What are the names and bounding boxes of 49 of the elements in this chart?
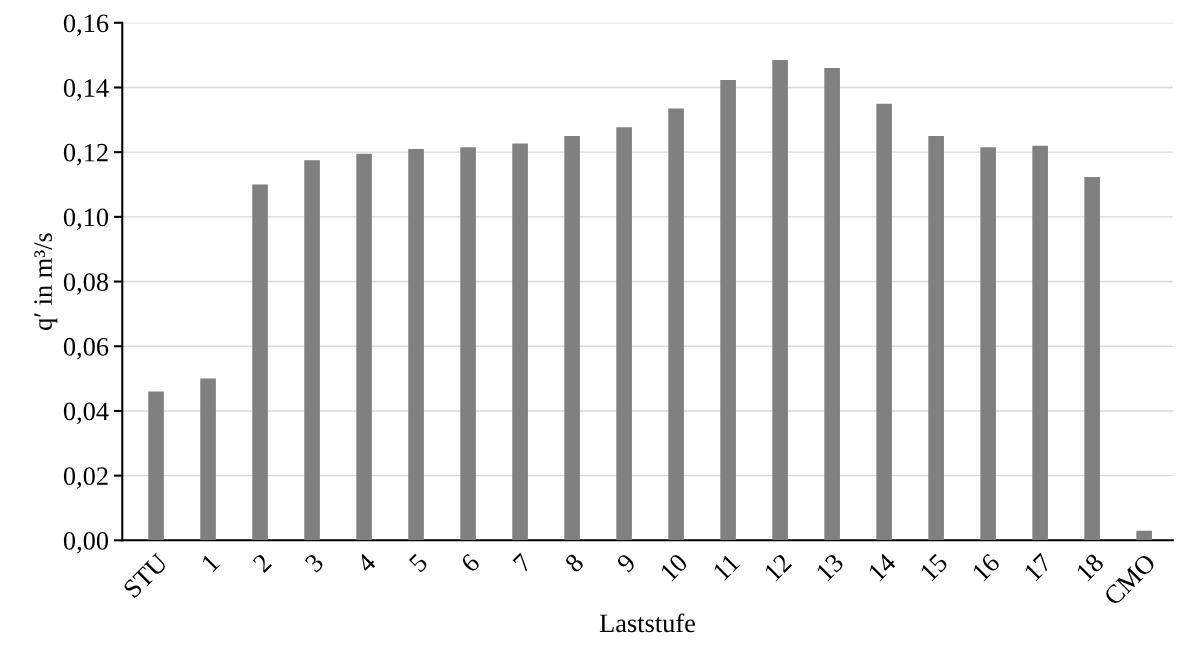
x-tick-label: 6 [460, 552, 481, 574]
bar [356, 153, 372, 541]
y-tick-label: 0,04 [63, 402, 109, 425]
bar [876, 103, 892, 541]
bar [460, 147, 476, 541]
bar [928, 136, 944, 541]
bar [720, 80, 736, 541]
x-tick-label: 1 [201, 553, 220, 573]
bar [564, 136, 580, 541]
x-tick-label: 12 [763, 553, 793, 582]
bar [408, 148, 424, 541]
y-tick-label: 0,16 [63, 14, 109, 36]
bar [1032, 145, 1048, 541]
x-axis-title: Laststufe [599, 613, 695, 633]
bar [616, 127, 632, 541]
x-tick-label: 18 [1075, 552, 1105, 582]
bar [200, 378, 216, 541]
y-tick-label: 0,06 [63, 337, 109, 360]
bar [668, 108, 684, 541]
y-axis-title: q′ in m³/s [34, 233, 58, 330]
x-tick-label: 9 [615, 552, 637, 574]
bar [252, 184, 268, 541]
x-tick-label: 17 [1023, 552, 1053, 582]
x-tick-label: 11 [712, 553, 740, 581]
bar [512, 143, 528, 541]
x-tick-label: 13 [815, 552, 845, 582]
x-tick-label: 2 [252, 553, 272, 573]
x-tick-label: 3 [304, 552, 325, 574]
x-tick-label: 8 [564, 552, 585, 574]
y-tick-label: 0,08 [63, 273, 109, 295]
bar [1136, 530, 1152, 541]
x-tick-label: 15 [919, 552, 949, 582]
y-tick-label: 0,00 [63, 531, 109, 554]
bar [304, 160, 320, 541]
x-tick-label: 10 [659, 552, 689, 582]
y-tick-label: 0,14 [63, 79, 109, 101]
x-tick-label: 4 [355, 552, 377, 574]
y-tick-label: 0,10 [63, 208, 109, 231]
bar [824, 68, 840, 541]
x-tick-label: 5 [408, 552, 429, 573]
x-tick-label: 7 [512, 552, 533, 573]
bar [1084, 177, 1100, 541]
y-tick-label: 0,02 [63, 467, 108, 489]
bar [772, 59, 788, 541]
bar [980, 147, 996, 541]
y-tick-label: 0,12 [63, 143, 108, 166]
bar [148, 391, 164, 541]
x-tick-label: 14 [867, 552, 897, 582]
x-tick-label: 16 [971, 552, 1001, 582]
